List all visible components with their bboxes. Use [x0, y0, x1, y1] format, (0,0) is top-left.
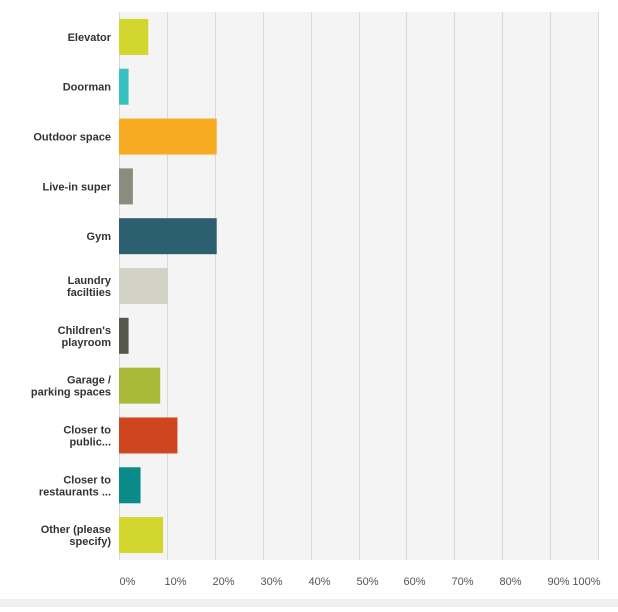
category-labels: Elevator Doorman Outdoor space Live-in supe… [31, 32, 112, 548]
category-label: Children's [58, 325, 111, 337]
category-label: Laundry [68, 275, 112, 287]
category-label: Gym [87, 231, 112, 243]
bar [119, 517, 164, 554]
x-tick-label: 20% [212, 576, 234, 588]
category-label: playroom [61, 337, 111, 349]
category-label: restaurants ... [39, 486, 111, 498]
x-tick-label: 80% [499, 576, 521, 588]
category-label: Garage / [67, 375, 111, 387]
x-tick-label: 100% [572, 576, 600, 588]
x-tick-label: 90% [547, 576, 569, 588]
bars [119, 18, 217, 554]
category-label: Other (please [41, 524, 111, 536]
category-label: Elevator [68, 32, 112, 44]
footer-band [0, 599, 618, 607]
bar [119, 168, 133, 205]
category-label: public... [69, 436, 111, 448]
category-label: specify) [69, 536, 111, 548]
bar [119, 268, 168, 304]
x-tick-label: 40% [308, 576, 330, 588]
category-label: Closer to [63, 474, 111, 486]
category-label: faciltiies [67, 287, 111, 299]
plot-background [119, 12, 598, 560]
category-label: Outdoor space [33, 132, 111, 144]
x-tick-label: 0% [120, 576, 136, 588]
x-tick-label: 60% [403, 576, 425, 588]
x-axis-ticks: 0% 10% 20% 30% 40% 50% 60% 70% 80% 90% 100% [120, 576, 601, 588]
x-tick-label: 50% [356, 576, 378, 588]
bar [119, 317, 129, 354]
bar [119, 417, 178, 454]
bar [119, 68, 129, 105]
bar [119, 18, 149, 55]
x-tick-label: 30% [260, 576, 282, 588]
bar [119, 118, 217, 155]
bar [119, 367, 161, 404]
category-label: Closer to [63, 424, 111, 436]
bar [119, 467, 141, 504]
category-label: Live-in super [43, 181, 112, 193]
bar [119, 218, 217, 255]
x-tick-label: 70% [451, 576, 473, 588]
category-label: Doorman [63, 82, 112, 94]
x-tick-label: 10% [164, 576, 186, 588]
category-label: parking spaces [31, 387, 111, 399]
gridlines [119, 12, 599, 560]
